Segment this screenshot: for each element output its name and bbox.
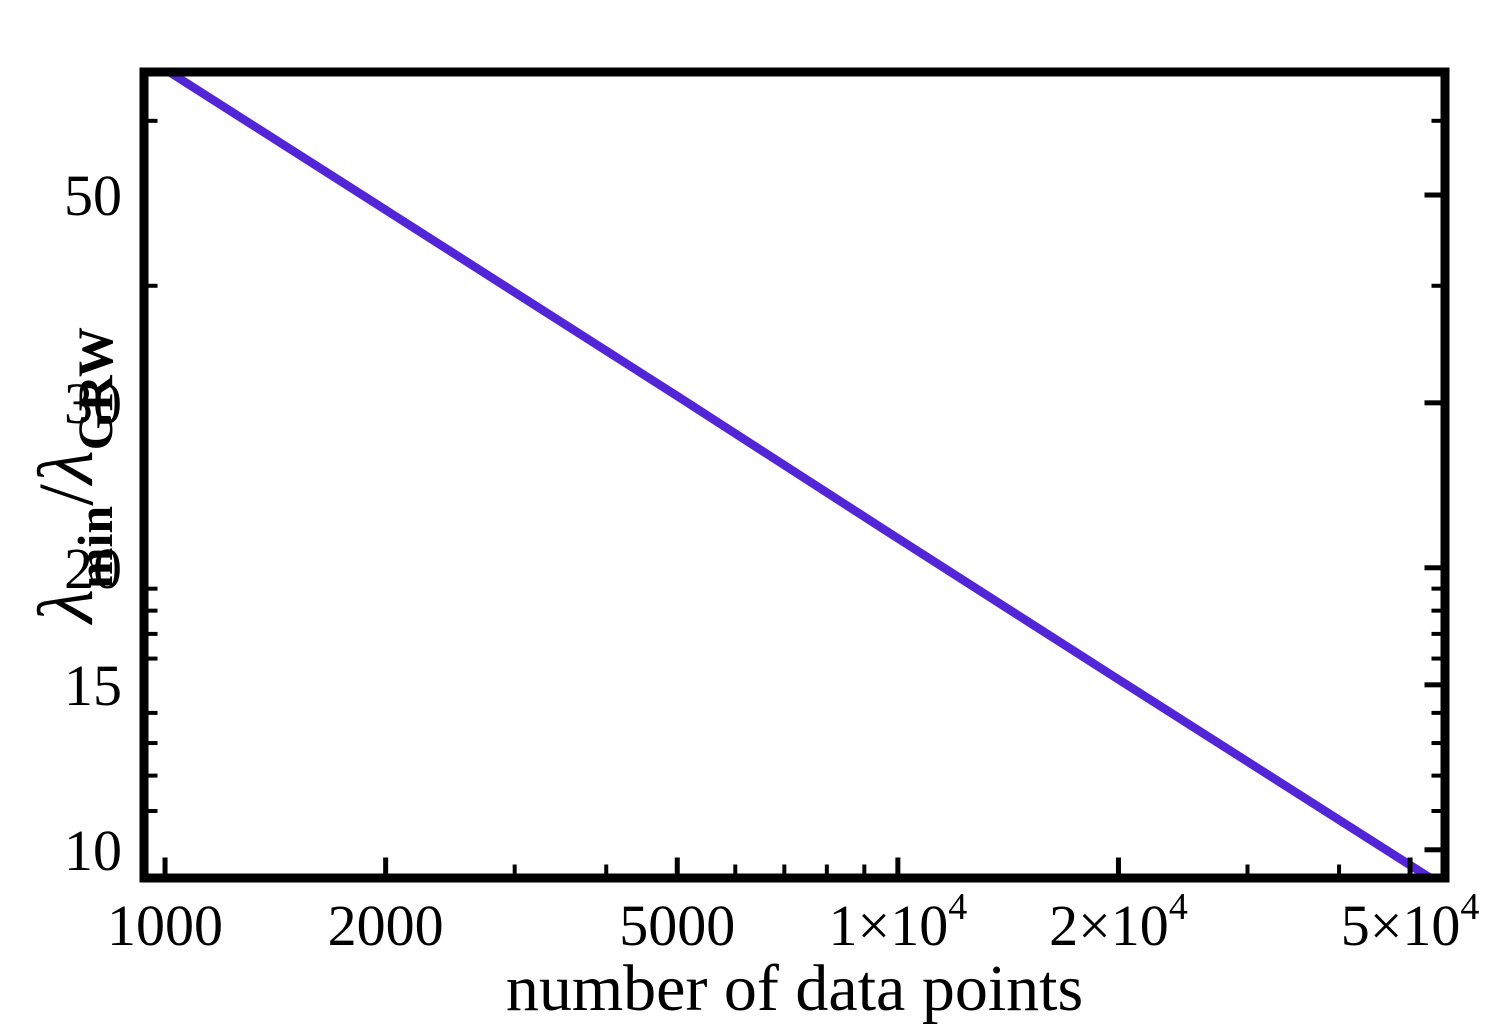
y-tick-label: 30 [64,371,122,436]
x-tick-label: 5000 [619,893,735,958]
y-tick-label: 15 [64,653,122,718]
y-tick-label: 20 [64,536,122,601]
y-axis-title: λmin/λGRW [22,327,123,625]
x-tick-label: 5×104 [1341,886,1480,958]
x-axis-title: number of data points [506,952,1083,1025]
plot-frame [139,67,1450,883]
data-line-series-0 [168,76,1432,874]
x-tick-label: 2000 [328,893,444,958]
x-tick-label: 1×104 [828,886,967,958]
x-tick-label: 2×104 [1049,886,1188,958]
y-tick-label: 50 [64,163,122,228]
y-tick-label: 10 [64,818,122,883]
x-tick-label: 1000 [107,893,223,958]
